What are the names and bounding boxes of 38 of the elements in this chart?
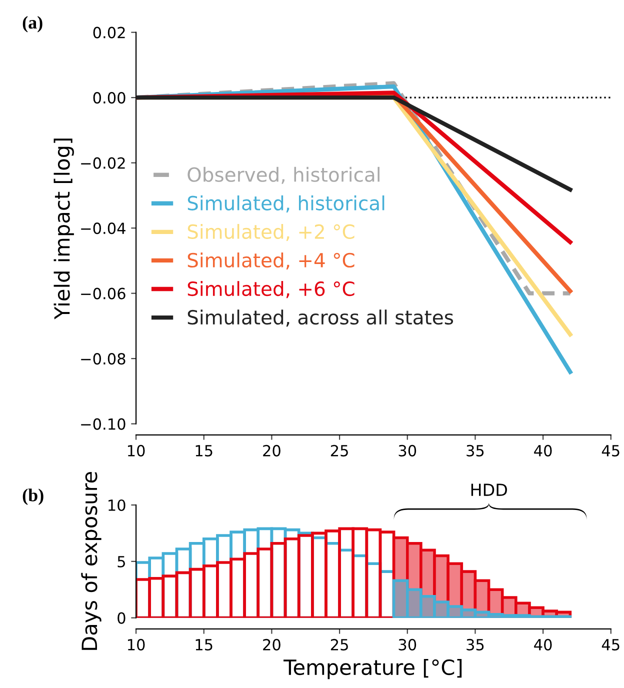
x-tick-label: 10 [128, 444, 145, 456]
x-tick-label: 30 [398, 444, 416, 456]
y-tick-label: −0.06 [81, 288, 126, 300]
y-tick-label: 10 [108, 499, 126, 512]
x-tick-label: 20 [263, 444, 280, 456]
legend-label: Simulated, +4 °C [188, 252, 354, 270]
x-tick-label: 45 [602, 639, 620, 650]
y-tick-label: 0 [118, 612, 126, 624]
x-tick-label: 20 [263, 638, 280, 650]
x-tick-label: 30 [398, 638, 416, 650]
chart-title: (b) [22, 488, 44, 505]
x-tick-label: 25 [330, 638, 348, 650]
y-axis-title: Yield impact [log] [54, 138, 74, 320]
legend-label: Simulated, +2 °C [188, 224, 354, 241]
y-axis-title: Days of exposure [81, 472, 102, 650]
x-tick-label: 40 [534, 444, 552, 456]
y-tick-label: −0.08 [81, 353, 126, 365]
legend-label: Simulated, historical [188, 195, 384, 212]
y-tick-label: −0.04 [81, 222, 126, 234]
y-tick-label: 0.02 [93, 26, 125, 38]
x-tick-label: 25 [330, 444, 348, 456]
x-tick-label: 40 [534, 638, 552, 650]
x-tick-label: 15 [196, 639, 212, 650]
x-tick-label: 35 [466, 444, 484, 456]
chart-title: (a) [22, 16, 42, 32]
legend-label: Observed, historical [188, 166, 380, 184]
x-tick-label: 15 [196, 445, 212, 456]
text: HDD [471, 484, 507, 496]
y-tick-label: −0.02 [81, 157, 125, 169]
y-tick-label: 0.00 [93, 92, 126, 104]
legend-label: Simulated, across all states [188, 310, 454, 327]
x-axis-title: Temperature [°C] [284, 659, 462, 680]
x-tick-label: 45 [602, 445, 620, 456]
legend-label: Simulated, +6 °C [188, 281, 354, 298]
x-tick-label: 35 [466, 638, 484, 650]
y-tick-label: 5 [118, 556, 125, 568]
y-tick-label: −0.10 [81, 418, 126, 430]
x-tick-label: 10 [128, 638, 145, 650]
